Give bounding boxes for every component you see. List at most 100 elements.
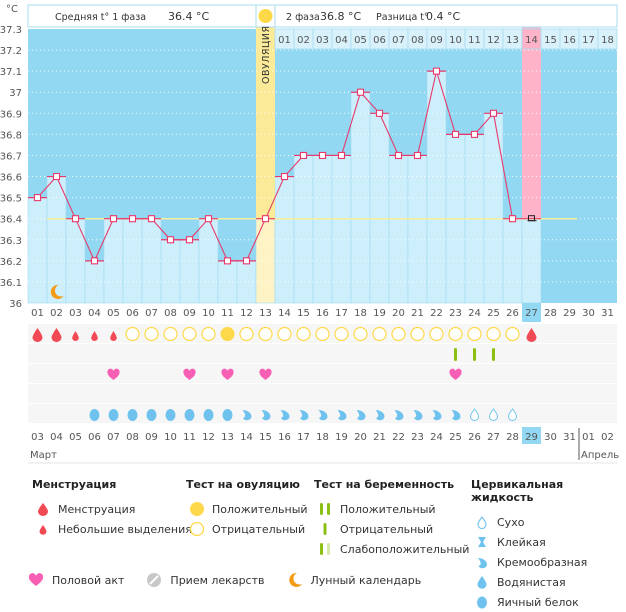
menstruation-drop bbox=[32, 328, 43, 342]
temperature-bar bbox=[388, 155, 409, 304]
pregnancy-test-negative bbox=[492, 348, 495, 361]
legend-label: Половой акт bbox=[52, 573, 125, 587]
legend-other: Половой акт Прием лекарств Лунный календ… bbox=[28, 572, 443, 588]
phase2-day-cell bbox=[597, 28, 618, 50]
cycle-day-number: 28 bbox=[544, 308, 557, 319]
cycle-day-number: 25 bbox=[487, 308, 500, 319]
y-tick-label: 37.2 bbox=[0, 46, 22, 57]
calendar-date: 21 bbox=[373, 432, 386, 443]
temperature-bar bbox=[312, 155, 333, 304]
ovulation-test-negative bbox=[239, 326, 254, 342]
temperature-bar bbox=[293, 155, 314, 304]
phase2-day-number: 12 bbox=[487, 35, 500, 46]
phase2-day-number: 11 bbox=[468, 35, 481, 46]
legend-item: Прием лекарств bbox=[146, 572, 265, 588]
symptom-row bbox=[28, 344, 617, 363]
drop-icon bbox=[32, 502, 54, 516]
calendar-date: 19 bbox=[335, 432, 348, 443]
y-tick-label: 36.2 bbox=[0, 257, 22, 268]
cycle-day-number: 29 bbox=[563, 308, 576, 319]
temperature-bar bbox=[27, 197, 48, 304]
calendar-date: 31 bbox=[563, 432, 576, 443]
calendar-date: 20 bbox=[354, 432, 367, 443]
y-tick-label: 36.5 bbox=[0, 194, 22, 205]
legend-label: Сухо bbox=[497, 515, 525, 529]
ovulation-test-negative bbox=[277, 326, 292, 342]
temperature-bar bbox=[331, 155, 352, 304]
temperature-point bbox=[204, 215, 213, 223]
month-label-end: Апрель bbox=[581, 450, 619, 461]
fluid-egg-white bbox=[165, 409, 176, 421]
ovulation-test-negative bbox=[410, 326, 425, 342]
fluid-creamy bbox=[318, 410, 328, 421]
ovulation-test-negative bbox=[486, 326, 501, 342]
calendar-date: 02 bbox=[601, 432, 614, 443]
calendar-date: 17 bbox=[297, 432, 310, 443]
cycle-day-number: 31 bbox=[601, 308, 614, 319]
calendar-date: 01 bbox=[582, 432, 595, 443]
ovulation-test-negative bbox=[315, 326, 330, 342]
calendar-date: 07 bbox=[107, 432, 120, 443]
cycle-day-number: 12 bbox=[240, 308, 253, 319]
spotting-drop bbox=[72, 331, 79, 341]
temperature-bar bbox=[426, 70, 447, 304]
y-tick-label: 37.1 bbox=[0, 67, 22, 78]
intercourse-heart bbox=[221, 368, 234, 380]
calendar-date: 08 bbox=[126, 432, 139, 443]
calendar-date: 22 bbox=[392, 432, 405, 443]
pill-icon bbox=[146, 572, 162, 588]
temperature-point bbox=[375, 109, 384, 117]
sticky-icon bbox=[471, 535, 493, 549]
temperature-bar bbox=[179, 239, 200, 304]
fluid-creamy bbox=[432, 410, 442, 421]
calendar-date: 24 bbox=[430, 432, 443, 443]
legend-item: Отрицательный bbox=[314, 519, 469, 539]
temperature-point bbox=[242, 257, 251, 265]
legend-item: Сухо bbox=[471, 512, 626, 532]
legend-menstruation: Менструация Менструация Небольшие выделе… bbox=[32, 478, 192, 539]
legend-item: Водянистая bbox=[471, 572, 626, 592]
current-day-column bbox=[522, 5, 541, 219]
cycle-day-number: 30 bbox=[582, 308, 595, 319]
y-tick-label: 36.8 bbox=[0, 130, 22, 141]
calendar-date: 13 bbox=[221, 432, 234, 443]
cycle-day-number: 13 bbox=[259, 308, 272, 319]
ovulation-test-negative bbox=[353, 326, 368, 342]
legend-label: Положительный bbox=[340, 502, 436, 516]
temperature-point bbox=[109, 215, 118, 223]
legend-label: Положительный bbox=[212, 502, 308, 516]
temperature-point bbox=[128, 215, 137, 223]
single-bar-icon bbox=[314, 522, 336, 536]
intercourse-heart bbox=[259, 368, 272, 380]
legend-item: Половой акт bbox=[28, 573, 124, 587]
pregnancy-test-negative bbox=[454, 348, 457, 361]
calendar-date: 27 bbox=[487, 432, 500, 443]
phase2-day-number: 08 bbox=[411, 35, 424, 46]
temperature-point bbox=[337, 151, 346, 160]
fluid-egg-white bbox=[89, 409, 100, 421]
phase2-day-number: 10 bbox=[449, 35, 462, 46]
legend-item: Положительный bbox=[314, 499, 469, 519]
current-day-highlight bbox=[522, 303, 541, 322]
ovulation-test-negative bbox=[296, 326, 311, 342]
calendar-date: 15 bbox=[259, 432, 272, 443]
cycle-day-number: 09 bbox=[183, 308, 196, 319]
phase2-day-number: 07 bbox=[392, 35, 405, 46]
phase2-day-number: 05 bbox=[354, 35, 367, 46]
ovulation-label: ОВУЛЯЦИЯ bbox=[261, 25, 272, 84]
cycle-day-number: 26 bbox=[506, 308, 519, 319]
y-tick-label: 36 bbox=[9, 299, 22, 310]
phase2-header bbox=[274, 4, 618, 28]
calendar-date: 03 bbox=[31, 432, 44, 443]
cycle-day-number: 14 bbox=[278, 308, 291, 319]
ovulation-test-negative bbox=[144, 326, 159, 342]
fluid-egg-white bbox=[184, 409, 195, 421]
egg-white-icon bbox=[471, 595, 493, 609]
sun-icon bbox=[258, 9, 273, 23]
phase1-value: 36.4 °C bbox=[168, 10, 209, 23]
moon-shape bbox=[50, 284, 64, 299]
calendar-date: 04 bbox=[50, 432, 63, 443]
temperature-bar bbox=[84, 260, 105, 304]
y-tick-label: 36.4 bbox=[0, 215, 22, 226]
legend-item: Менструация bbox=[32, 499, 192, 519]
